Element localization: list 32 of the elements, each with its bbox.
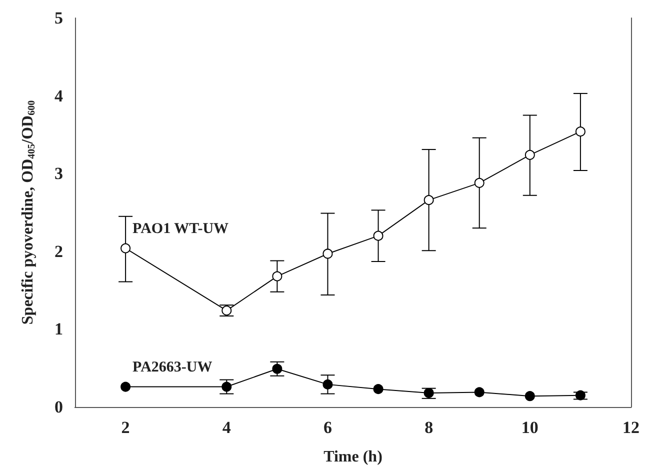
x-tick-label: 10 (521, 418, 538, 437)
x-tick-label: 12 (622, 418, 640, 437)
x-tick-label: 6 (323, 418, 332, 437)
x-axis-title: Time (h) (324, 448, 382, 466)
point (373, 230, 384, 241)
y-axis-title: Specific pyoverdine, OD405/OD600 (20, 100, 38, 325)
point (272, 271, 282, 282)
series-label: PA2663-UW (132, 359, 212, 376)
y-tick-label: 5 (54, 8, 63, 28)
y-tick-label: 0 (54, 398, 63, 416)
point (322, 248, 333, 259)
point (120, 243, 131, 254)
y-tick-label: 1 (54, 320, 63, 339)
point (575, 126, 586, 137)
point (575, 390, 586, 400)
y-tick-label: 3 (54, 164, 63, 184)
point (524, 150, 535, 160)
x-tick-label: 8 (424, 418, 434, 437)
point (322, 379, 333, 390)
y-tick-label: 2 (54, 242, 63, 261)
point (373, 384, 384, 394)
point (474, 387, 484, 398)
point (424, 195, 434, 206)
y-tick-label: 4 (54, 86, 64, 106)
point (222, 306, 232, 316)
point (120, 382, 131, 392)
point (474, 178, 484, 188)
x-tick-label: 2 (121, 418, 130, 437)
x-tick-label: 4 (222, 418, 232, 437)
point (524, 391, 535, 402)
series-label: PAO1 WT-UW (132, 220, 229, 237)
point (424, 388, 434, 398)
